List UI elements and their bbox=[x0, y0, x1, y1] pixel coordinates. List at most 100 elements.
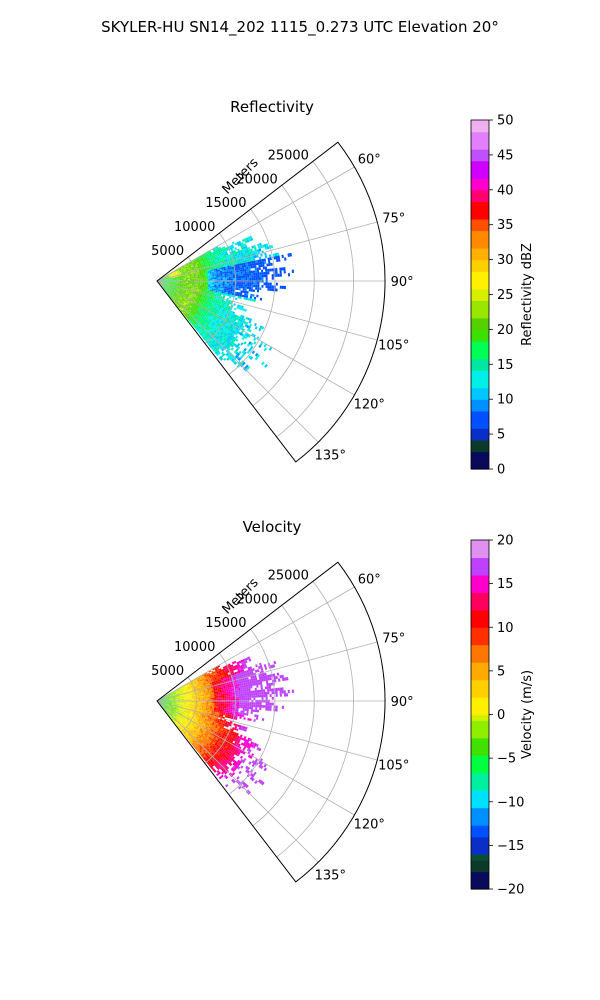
vel-gate bbox=[191, 706, 194, 708]
vel-gate bbox=[202, 680, 205, 683]
refl-gate bbox=[176, 273, 179, 275]
refl-gate bbox=[183, 277, 186, 279]
vel-gate bbox=[225, 688, 228, 691]
refl-gate bbox=[165, 282, 168, 283]
refl-gate bbox=[240, 247, 244, 250]
vel-gate bbox=[197, 706, 200, 708]
refl-gate bbox=[219, 291, 222, 294]
refl-gate bbox=[185, 278, 188, 280]
refl-gate bbox=[181, 276, 184, 278]
vel-gate bbox=[204, 705, 207, 707]
refl-gate bbox=[216, 306, 220, 310]
refl-gate bbox=[237, 346, 241, 350]
vel-gate bbox=[259, 702, 262, 705]
vel-gate bbox=[182, 692, 185, 694]
vel-gate bbox=[210, 693, 213, 696]
refl-gate bbox=[203, 253, 206, 256]
refl-gate bbox=[221, 254, 225, 257]
refl-gate bbox=[207, 314, 211, 317]
vel-gate bbox=[216, 667, 220, 670]
refl-gate bbox=[168, 276, 171, 278]
vel-gate bbox=[189, 697, 192, 699]
refl-gate bbox=[221, 315, 225, 318]
refl-gate bbox=[214, 281, 217, 284]
colorbar-segment bbox=[471, 410, 489, 418]
refl-gate bbox=[232, 342, 236, 346]
vel-gate bbox=[231, 661, 235, 665]
vel-gate bbox=[201, 721, 204, 724]
refl-gate bbox=[200, 256, 203, 259]
refl-gate bbox=[191, 318, 194, 321]
refl-gate bbox=[216, 274, 219, 276]
refl-gate bbox=[187, 286, 190, 288]
refl-gate bbox=[244, 259, 248, 263]
refl-gate bbox=[187, 278, 190, 280]
refl-gate bbox=[198, 278, 201, 280]
refl-gate bbox=[203, 254, 207, 257]
vel-gate bbox=[198, 718, 201, 721]
refl-gate bbox=[232, 287, 235, 290]
refl-gate bbox=[226, 354, 231, 358]
refl-gate bbox=[241, 254, 244, 257]
vel-gate bbox=[238, 660, 242, 664]
vel-gate bbox=[255, 717, 259, 720]
refl-gate bbox=[243, 295, 247, 298]
refl-gate bbox=[230, 315, 234, 318]
refl-gate bbox=[179, 275, 182, 277]
vel-gate bbox=[226, 703, 229, 706]
refl-gate bbox=[198, 310, 202, 313]
refl-gate bbox=[206, 335, 209, 338]
vel-gate bbox=[172, 693, 175, 695]
refl-gate bbox=[213, 251, 217, 254]
refl-gate bbox=[208, 281, 211, 284]
vel-gate bbox=[200, 696, 203, 698]
vel-gate bbox=[244, 706, 248, 709]
colorbar-tick-label: 10 bbox=[497, 393, 514, 408]
vel-gate bbox=[242, 687, 245, 690]
refl-gate bbox=[197, 294, 201, 296]
refl-gate bbox=[206, 251, 210, 254]
refl-gate bbox=[195, 303, 198, 306]
refl-gate bbox=[171, 288, 174, 290]
refl-gate bbox=[178, 273, 181, 275]
vel-gate bbox=[214, 707, 217, 710]
refl-gate bbox=[225, 324, 229, 327]
refl-gate bbox=[242, 244, 245, 247]
refl-gate bbox=[229, 302, 232, 305]
refl-gate bbox=[227, 292, 230, 295]
vel-gate bbox=[180, 709, 183, 711]
refl-gate bbox=[214, 278, 217, 281]
vel-gate bbox=[230, 735, 234, 738]
vel-gate bbox=[215, 682, 219, 684]
vel-gate bbox=[169, 703, 172, 704]
refl-gate bbox=[178, 271, 181, 274]
vel-gate bbox=[220, 728, 223, 731]
vel-gate bbox=[168, 694, 170, 696]
refl-gate bbox=[196, 268, 199, 270]
refl-gate bbox=[199, 263, 202, 266]
refl-gate bbox=[279, 270, 282, 274]
vel-gate bbox=[225, 686, 228, 689]
colorbar-tick-label: 40 bbox=[497, 183, 514, 198]
refl-gate bbox=[230, 271, 233, 273]
refl-gate bbox=[203, 295, 206, 298]
refl-gate bbox=[185, 268, 188, 270]
refl-gate bbox=[246, 239, 250, 243]
vel-gate bbox=[213, 687, 216, 690]
refl-gate bbox=[233, 250, 236, 253]
vel-gate bbox=[205, 676, 208, 679]
refl-gate bbox=[167, 293, 170, 296]
refl-gate bbox=[218, 317, 221, 320]
vel-gate bbox=[184, 685, 187, 688]
vel-gate bbox=[204, 696, 207, 699]
vel-gate bbox=[235, 686, 239, 689]
refl-gate bbox=[255, 277, 258, 280]
refl-gate bbox=[211, 260, 214, 263]
vel-gate bbox=[221, 721, 224, 724]
refl-gate bbox=[235, 335, 239, 339]
refl-gate bbox=[169, 281, 172, 283]
refl-gate bbox=[207, 270, 210, 272]
refl-gate bbox=[220, 288, 223, 290]
vel-gate bbox=[189, 703, 192, 705]
vel-gate bbox=[237, 740, 240, 744]
